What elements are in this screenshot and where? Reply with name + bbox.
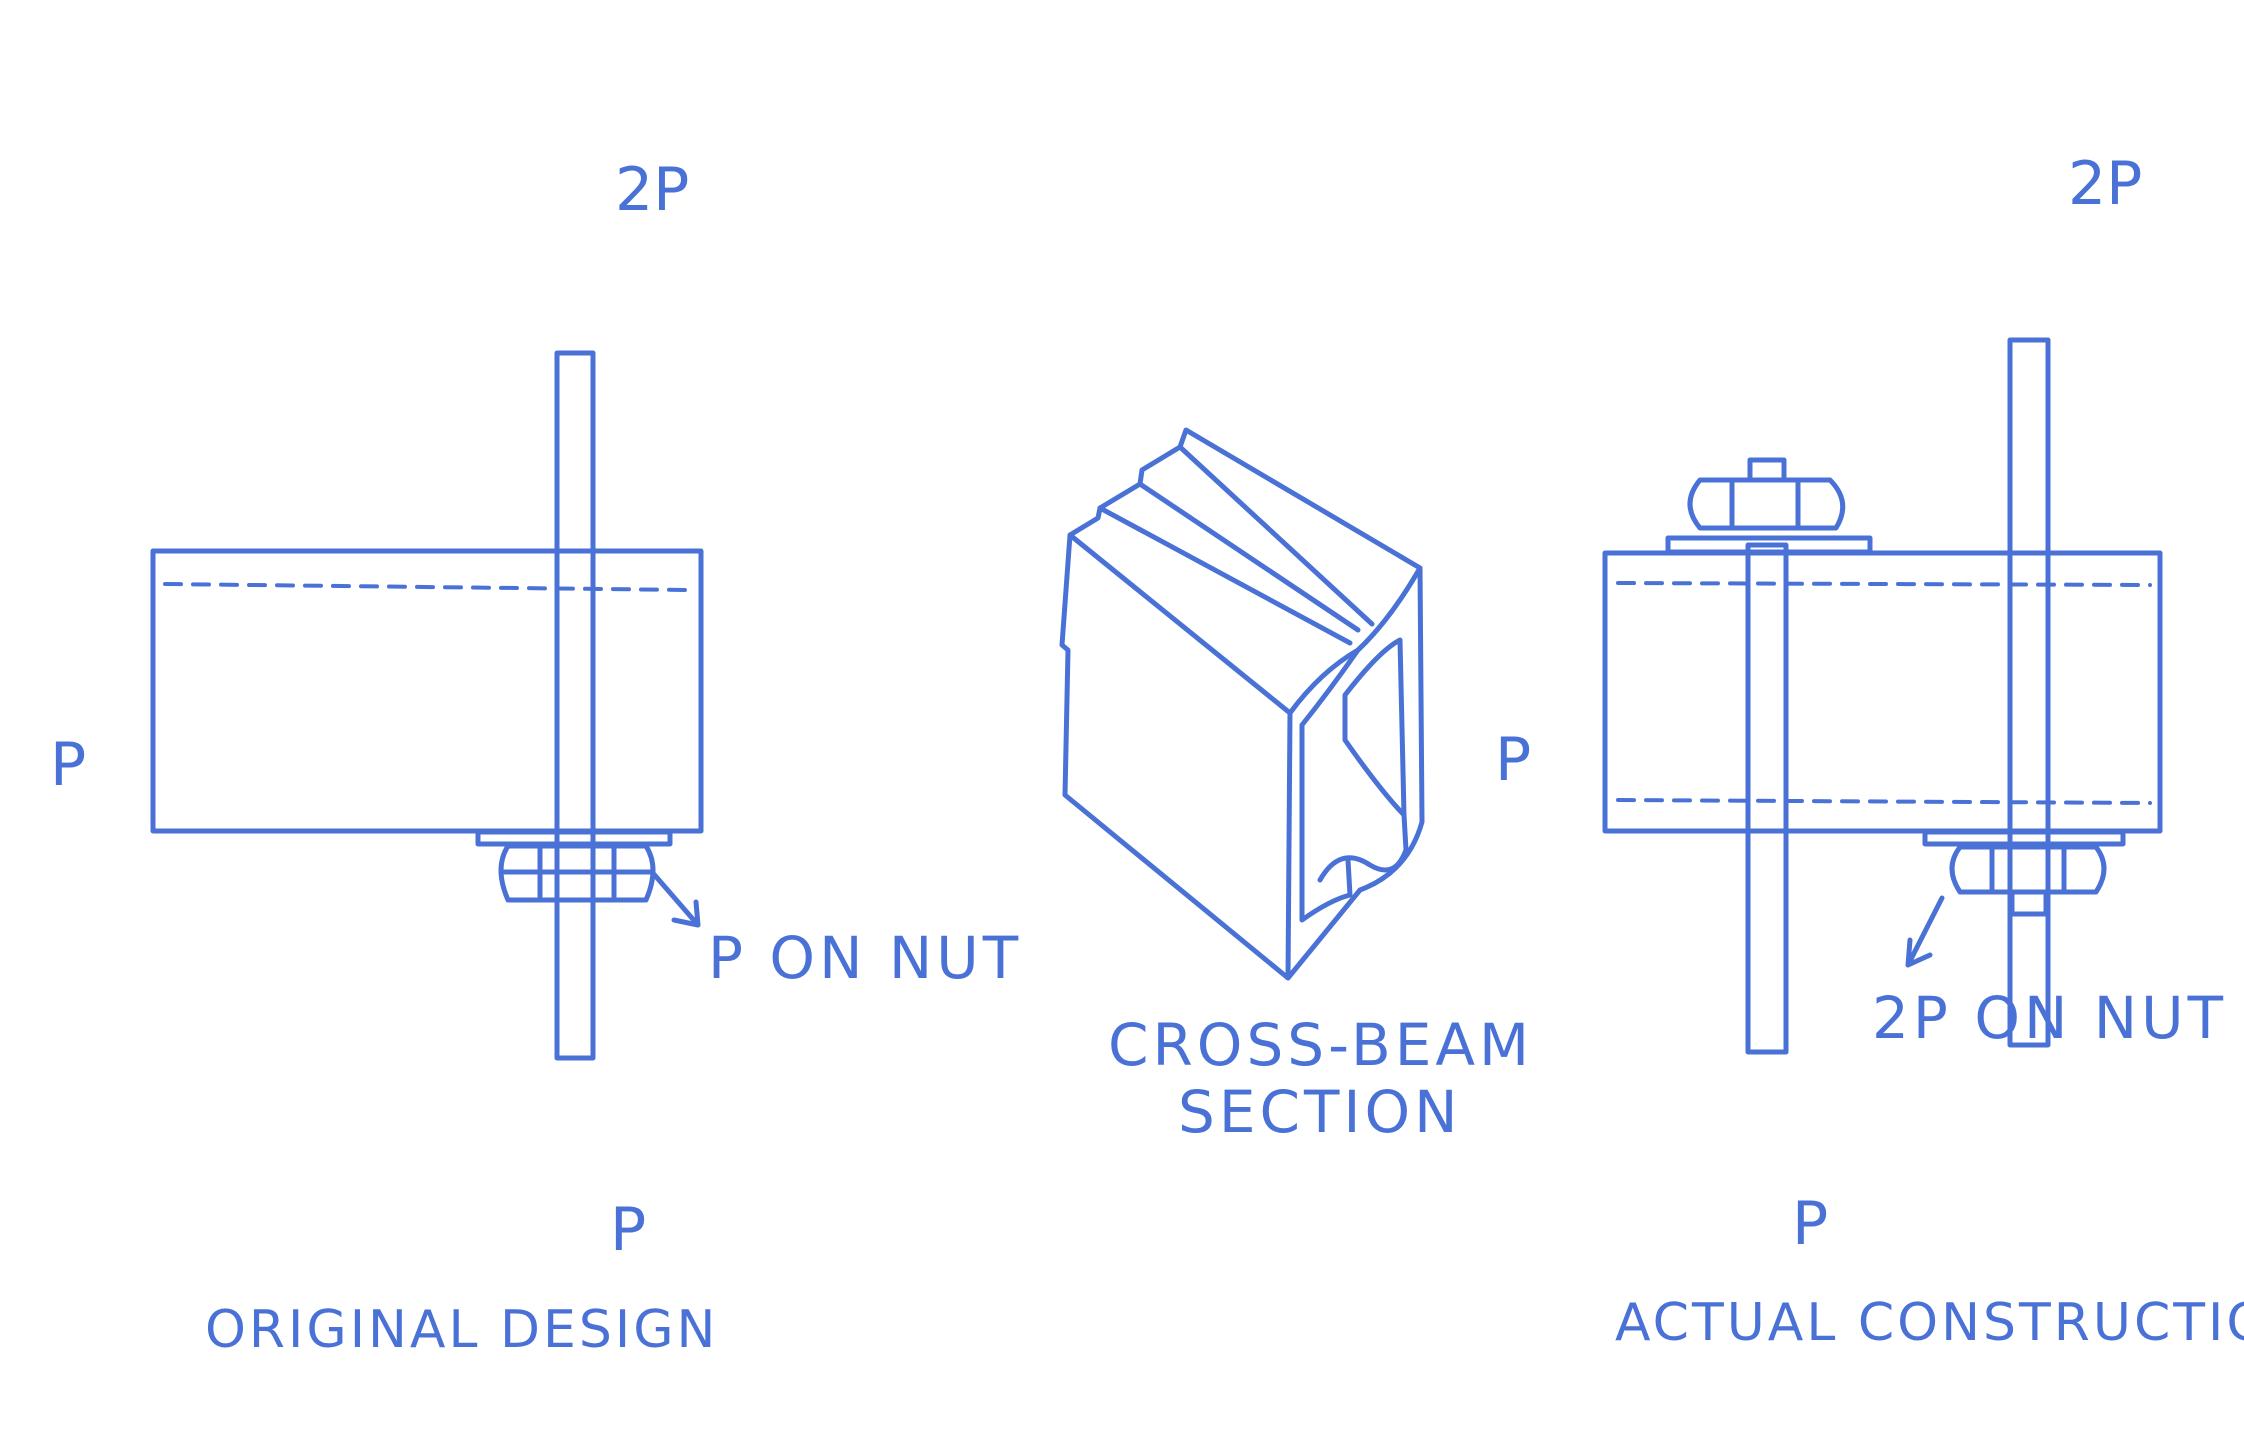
cross-beam-top-groove (1097, 444, 1375, 646)
left-beam-hidden-line (163, 582, 692, 592)
right-top-washer (1665, 535, 1873, 555)
right-beam-hidden-line-bottom (1616, 798, 2152, 805)
cross-beam-cavity (1342, 637, 1407, 818)
left-rod (554, 350, 596, 1061)
cross-beam-flange (1299, 647, 1361, 923)
right-bottom-nut (1949, 844, 2107, 895)
right-beam (1602, 550, 2163, 834)
right-caption: ACTUAL CONSTRUCTION (1615, 1293, 2244, 1353)
right-top-bolt-tip (1747, 457, 1787, 483)
right-beam-hidden-line-top (1616, 581, 2152, 587)
left-beam (150, 548, 704, 834)
left-side-load: P (50, 730, 86, 800)
left-top-load: 2P (615, 155, 689, 225)
right-short-bolt (1745, 542, 1789, 1055)
left-caption: ORIGINAL DESIGN (205, 1300, 718, 1360)
cross-beam-outline (1059, 427, 1425, 981)
left-nut-arrow (649, 869, 701, 928)
left-nut (498, 843, 656, 903)
right-bottom-load: P (1792, 1189, 1828, 1259)
cross-beam-cavity-lower (1317, 812, 1409, 883)
actual-construction-figure (1602, 337, 2163, 1055)
right-side-load: P (1495, 725, 1531, 795)
right-nut-arrow (1905, 895, 1945, 968)
center-caption-line2: SECTION (1178, 1078, 1462, 1146)
left-washer (475, 829, 673, 847)
right-bottom-bolt-tip (2009, 889, 2049, 917)
right-top-nut (1687, 477, 1846, 531)
cross-beam-section-figure (1059, 427, 1425, 981)
center-caption-line1: CROSS-BEAM (1108, 1011, 1533, 1079)
left-bottom-load: P (610, 1195, 646, 1265)
right-bottom-washer (1922, 829, 2126, 847)
right-top-load: 2P (2068, 149, 2142, 219)
cross-beam-front-face (1067, 532, 1293, 981)
right-long-rod (2007, 337, 2051, 1048)
right-nut-label: 2P ON NUT (1872, 984, 2227, 1052)
original-design-figure (150, 350, 704, 1061)
left-nut-label: P ON NUT (708, 924, 1022, 992)
